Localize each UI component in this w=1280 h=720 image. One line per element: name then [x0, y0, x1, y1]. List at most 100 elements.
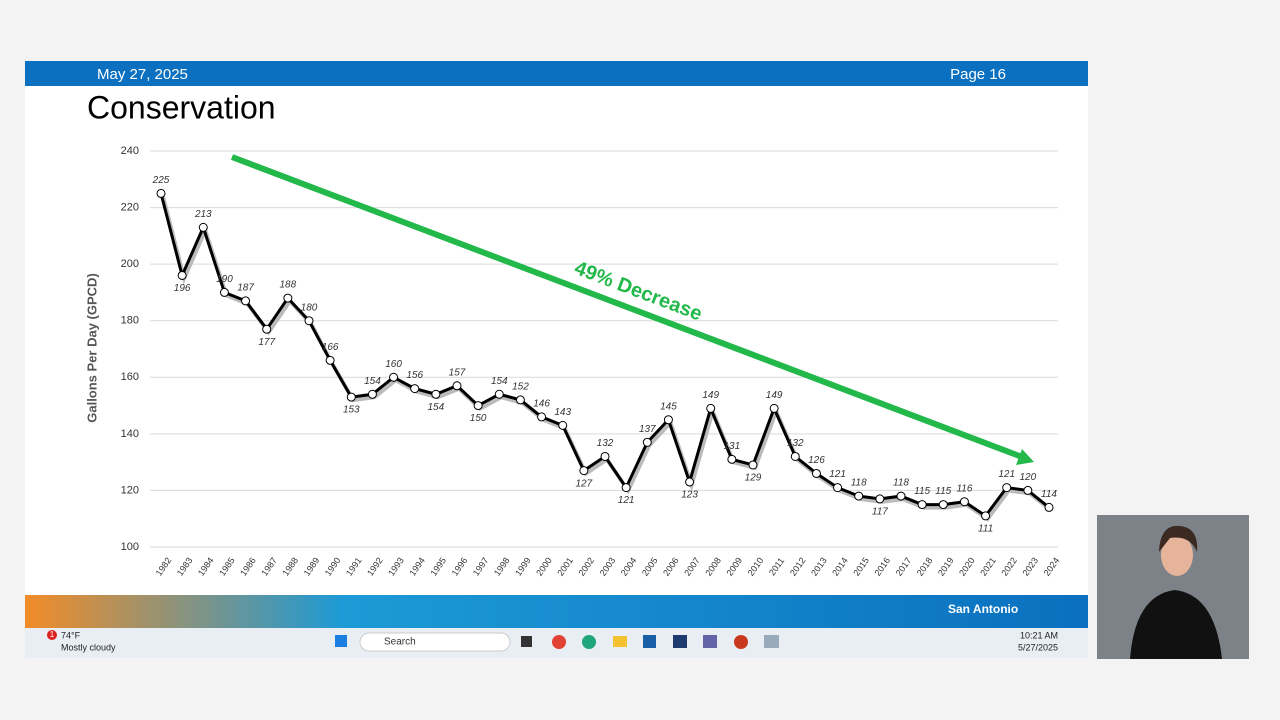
- app-icon[interactable]: [613, 636, 627, 647]
- data-label: 121: [998, 469, 1015, 480]
- sign-language-video: [1097, 515, 1249, 659]
- point: [389, 372, 399, 382]
- data-label: 156: [406, 370, 423, 381]
- app-icon[interactable]: [764, 635, 779, 648]
- data-label: 132: [787, 438, 804, 449]
- data-label: 157: [449, 367, 466, 378]
- app-icon[interactable]: [552, 635, 566, 649]
- weather-temp[interactable]: 74°F: [61, 630, 81, 640]
- clock-date[interactable]: 5/27/2025: [1018, 642, 1058, 652]
- point: [790, 451, 800, 461]
- point: [727, 454, 737, 464]
- data-label: 137: [639, 424, 656, 435]
- point: [981, 511, 991, 521]
- person-body: [1130, 590, 1222, 659]
- point: [367, 389, 377, 399]
- point: [769, 403, 779, 413]
- point: [558, 420, 568, 430]
- point: [219, 287, 229, 297]
- point: [410, 384, 420, 394]
- header-date: May 27, 2025: [97, 66, 188, 83]
- point: [938, 500, 948, 510]
- data-label: 118: [893, 478, 909, 489]
- search-text[interactable]: Search: [384, 637, 416, 648]
- app-icon[interactable]: [703, 635, 717, 648]
- data-label: 121: [618, 495, 635, 506]
- app-icon[interactable]: [582, 635, 596, 649]
- point: [959, 497, 969, 507]
- app-icon[interactable]: [673, 635, 687, 648]
- y-tick-label: 160: [121, 371, 139, 383]
- point: [156, 188, 166, 198]
- point: [241, 296, 251, 306]
- data-label: 190: [216, 274, 233, 285]
- point: [346, 392, 356, 402]
- data-label: 213: [194, 209, 212, 220]
- header-page: Page 16: [950, 66, 1006, 83]
- point: [515, 395, 525, 405]
- clock-time[interactable]: 10:21 AM: [1020, 630, 1058, 640]
- data-label: 126: [808, 455, 825, 466]
- data-label: 154: [491, 376, 508, 387]
- y-tick-label: 100: [121, 541, 139, 553]
- data-label: 115: [914, 486, 930, 497]
- trend-arrow: [230, 154, 1024, 460]
- app-icon[interactable]: [521, 636, 532, 647]
- point: [621, 483, 631, 493]
- person-face: [1161, 534, 1193, 576]
- point: [579, 466, 589, 476]
- data-label: 187: [237, 283, 254, 294]
- weather-badge: 1: [50, 630, 55, 639]
- point: [706, 403, 716, 413]
- app-icon[interactable]: [643, 635, 656, 648]
- weather-desc[interactable]: Mostly cloudy: [61, 642, 116, 652]
- data-label: 149: [766, 390, 783, 401]
- data-label: 146: [533, 399, 550, 410]
- data-label: 127: [576, 478, 593, 489]
- point: [262, 324, 272, 334]
- search-box[interactable]: [359, 632, 511, 652]
- data-label: 160: [385, 359, 402, 370]
- point: [325, 355, 335, 365]
- point: [1044, 502, 1054, 512]
- point: [642, 437, 652, 447]
- data-label: 115: [935, 486, 951, 497]
- point: [431, 389, 441, 399]
- data-label: 132: [597, 438, 614, 449]
- weather-badge-dot: [47, 630, 57, 640]
- y-tick-label: 120: [121, 484, 139, 496]
- point: [177, 270, 187, 280]
- data-label: 225: [152, 175, 170, 186]
- point: [811, 468, 821, 478]
- data-label: 153: [343, 405, 360, 416]
- footer-band: [25, 595, 1088, 628]
- data-label: 129: [745, 473, 762, 484]
- point: [663, 415, 673, 425]
- start-button[interactable]: [335, 635, 347, 647]
- y-tick-label: 220: [121, 201, 139, 213]
- header-bar: [25, 61, 1088, 86]
- data-label: 196: [174, 283, 191, 294]
- point: [917, 500, 927, 510]
- data-label: 150: [470, 413, 487, 424]
- data-label: 118: [851, 478, 867, 489]
- y-axis-label: Gallons Per Day (GPCD): [84, 273, 99, 423]
- data-label: 166: [322, 342, 339, 353]
- point: [896, 491, 906, 501]
- data-label: 121: [829, 469, 846, 480]
- point: [875, 494, 885, 504]
- point: [685, 477, 695, 487]
- data-label: 154: [364, 376, 381, 387]
- data-label: 154: [428, 402, 445, 413]
- app-icon[interactable]: [734, 635, 748, 649]
- data-label: 180: [301, 302, 318, 313]
- data-label: 114: [1041, 489, 1057, 500]
- y-tick-label: 180: [121, 315, 139, 327]
- y-tick-label: 140: [121, 428, 139, 440]
- slide-title: Conservation: [87, 89, 276, 125]
- point: [283, 293, 293, 303]
- taskbar-apps: [521, 635, 779, 649]
- data-label: 117: [872, 507, 888, 518]
